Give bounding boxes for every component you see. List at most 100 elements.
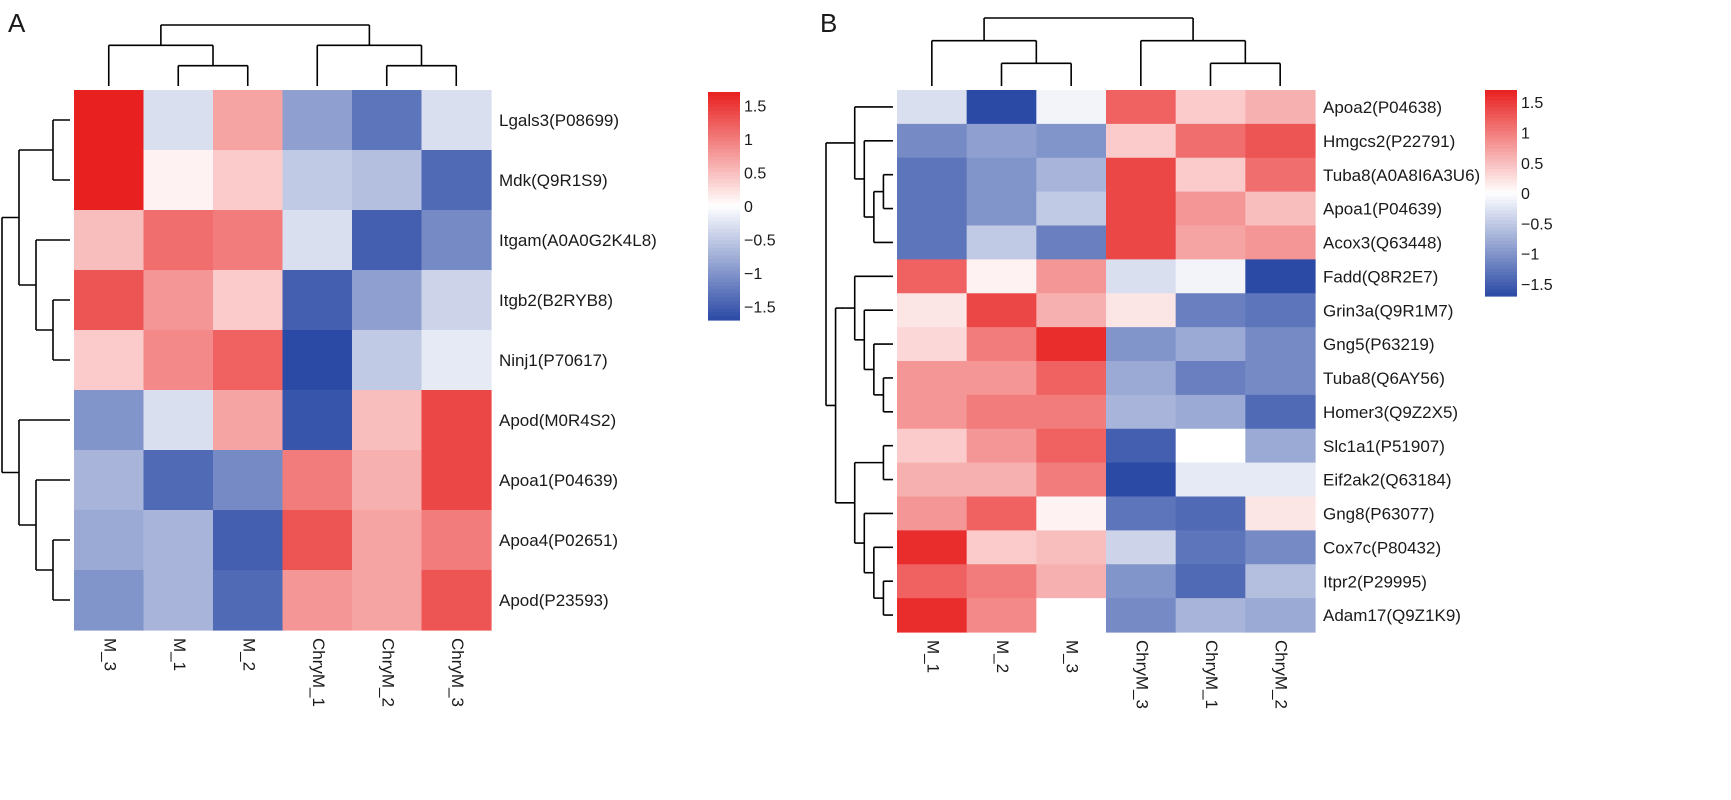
legend-swatch bbox=[708, 312, 740, 317]
row-label: Eif2ak2(Q63184) bbox=[1323, 471, 1452, 490]
row-label: Acox3(Q63448) bbox=[1323, 234, 1442, 253]
heatmap-cell bbox=[966, 564, 1037, 599]
legend-swatch bbox=[708, 111, 740, 116]
legend-swatch bbox=[1485, 175, 1517, 180]
legend-swatch bbox=[708, 255, 740, 260]
heatmap-cell bbox=[1245, 496, 1316, 531]
heatmap-cell bbox=[897, 462, 968, 498]
heatmap-cell bbox=[966, 293, 1037, 328]
legend-swatch bbox=[708, 194, 740, 199]
column-label: M_3 bbox=[100, 638, 119, 671]
legend-swatch bbox=[1485, 203, 1517, 208]
heatmap-cell bbox=[966, 428, 1037, 464]
heatmap-cell bbox=[421, 150, 492, 211]
legend-tick-label: −1.5 bbox=[1521, 277, 1553, 294]
legend-tick-label: 0 bbox=[744, 199, 753, 216]
heatmap-cell bbox=[1245, 191, 1316, 227]
row-label: Itpr2(P29995) bbox=[1323, 572, 1427, 591]
legend-tick-label: 0 bbox=[1521, 186, 1530, 203]
row-label: Apoa2(P04638) bbox=[1323, 98, 1442, 117]
heatmap-cell bbox=[352, 270, 423, 331]
legend-swatch bbox=[708, 122, 740, 127]
legend-swatch bbox=[708, 190, 740, 196]
heatmap-panel-b: B Apoa2(P04638) Hmgcs2(P22791) Tuba8(A0A8I6… bbox=[820, 8, 1553, 709]
heatmap-cell bbox=[897, 293, 968, 328]
heatmap-cell bbox=[1245, 259, 1316, 294]
legend-swatch bbox=[1485, 93, 1517, 98]
heatmap-cell bbox=[143, 330, 214, 391]
legend-swatch bbox=[708, 270, 740, 275]
heatmap-cell bbox=[1036, 361, 1107, 396]
heatmap-cell bbox=[1106, 123, 1177, 159]
heatmap-cell bbox=[282, 570, 353, 631]
heatmap-cell bbox=[966, 361, 1037, 396]
heatmap-cell bbox=[1106, 191, 1177, 227]
column-label: ChryM_1 bbox=[309, 638, 328, 707]
heatmap-cell bbox=[1106, 530, 1177, 565]
heatmap-cell bbox=[352, 90, 423, 151]
legend-swatch bbox=[708, 141, 740, 146]
legend-swatch bbox=[1485, 247, 1517, 252]
column-label: ChryM_1 bbox=[1202, 640, 1221, 709]
heatmap-cell bbox=[282, 450, 353, 511]
heatmap-cell bbox=[421, 90, 492, 151]
legend-swatch bbox=[1485, 258, 1517, 263]
heatmap-cell bbox=[966, 598, 1037, 633]
legend-swatch bbox=[1485, 138, 1517, 143]
heatmap-cell bbox=[213, 270, 284, 331]
legend-swatch bbox=[1485, 172, 1517, 177]
heatmap-cell bbox=[966, 327, 1037, 362]
legend-swatch bbox=[1485, 278, 1517, 283]
legend-swatch bbox=[1485, 289, 1517, 294]
row-label: Gng8(P63077) bbox=[1323, 505, 1435, 524]
legend-swatch bbox=[1485, 186, 1517, 191]
heatmap-cell bbox=[1106, 462, 1177, 498]
heatmap-cell bbox=[1245, 462, 1316, 498]
legend-swatch bbox=[1485, 241, 1517, 246]
row-dendrogram bbox=[825, 106, 893, 616]
legend-tick-label: 1 bbox=[744, 132, 753, 149]
heatmap-cell bbox=[421, 210, 492, 271]
legend-swatch bbox=[708, 293, 740, 298]
legend-swatch bbox=[1485, 134, 1517, 139]
heatmap-cell bbox=[352, 450, 423, 511]
heatmap-cell bbox=[966, 191, 1037, 227]
legend-tick-label: −1.5 bbox=[744, 300, 776, 317]
column-label: M_3 bbox=[1063, 640, 1082, 673]
heatmap-cell bbox=[1175, 225, 1246, 260]
heatmap-cell bbox=[74, 570, 145, 631]
heatmap-cell bbox=[352, 390, 423, 451]
heatmap-cell bbox=[966, 496, 1037, 531]
color-legend: 1.5 1 0.5 0 −0.5 −1 −1.5 bbox=[1485, 90, 1553, 297]
legend-swatch bbox=[708, 308, 740, 313]
heatmap-cell bbox=[143, 210, 214, 271]
heatmap-cell bbox=[966, 259, 1037, 294]
legend-swatch bbox=[1485, 110, 1517, 115]
legend-swatch bbox=[1485, 275, 1517, 280]
legend-swatch bbox=[708, 274, 740, 279]
row-label: Apoa1(P04639) bbox=[499, 471, 618, 490]
legend-swatch bbox=[708, 247, 740, 253]
heatmap-cell bbox=[1036, 90, 1107, 125]
heatmap-cell bbox=[897, 564, 968, 599]
heatmap-cell bbox=[1175, 327, 1246, 362]
row-label: Apoa1(P04639) bbox=[1323, 200, 1442, 219]
heatmap-cell bbox=[1245, 293, 1316, 328]
heatmap-cell bbox=[213, 90, 284, 151]
legend-swatch bbox=[1485, 158, 1517, 163]
heatmap-cell bbox=[1036, 598, 1107, 633]
heatmap-cell bbox=[352, 150, 423, 211]
heatmap-cell bbox=[421, 390, 492, 451]
legend-swatch bbox=[1485, 165, 1517, 170]
legend-swatch bbox=[708, 92, 740, 97]
legend-swatch bbox=[708, 209, 740, 215]
heatmap-cell bbox=[213, 330, 284, 391]
column-label: M_1 bbox=[923, 640, 942, 673]
heatmap-cell bbox=[74, 210, 145, 271]
row-label: Cox7c(P80432) bbox=[1323, 538, 1441, 557]
heatmap-cell bbox=[1175, 157, 1246, 193]
legend-swatch bbox=[708, 183, 740, 188]
heatmap-cell bbox=[1245, 361, 1316, 396]
legend-swatch bbox=[708, 228, 740, 234]
legend-tick-label: −0.5 bbox=[744, 233, 776, 250]
